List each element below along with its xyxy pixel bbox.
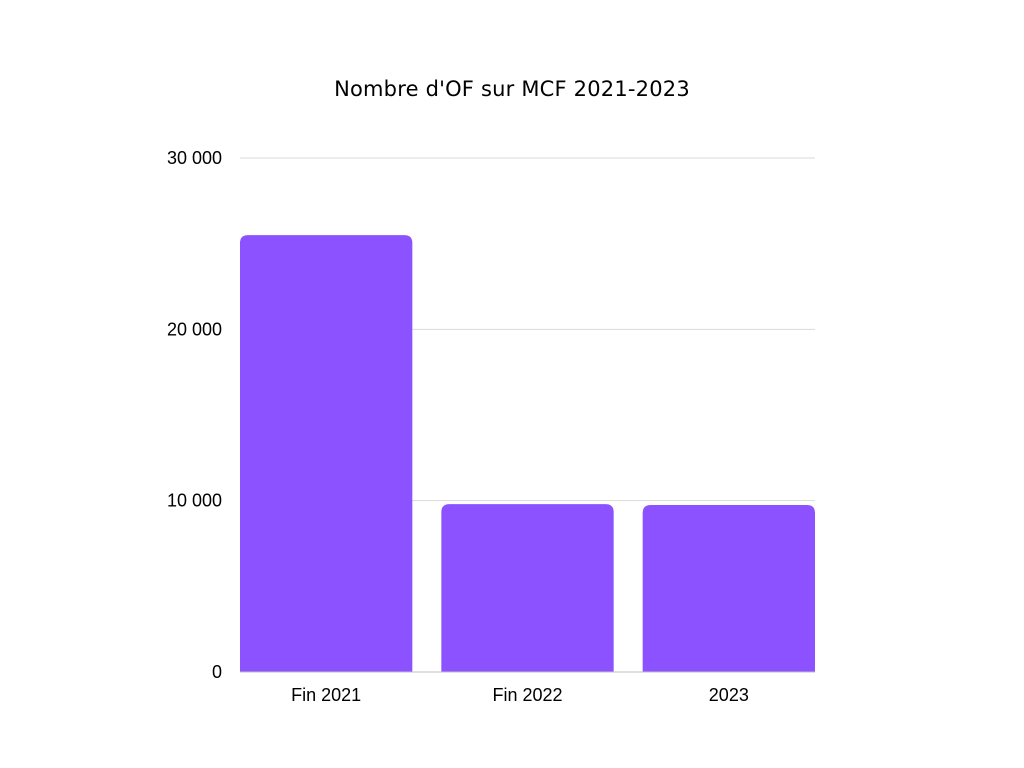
y-tick-label: 10 000 (167, 491, 222, 511)
bar (441, 504, 614, 672)
bar (642, 504, 815, 672)
x-tick-label: 2023 (709, 685, 749, 705)
x-tick-label: Fin 2021 (291, 685, 361, 705)
bar (240, 235, 413, 672)
axes: 0 10 000 20 000 30 000 Fin 2021 Fin 2022 2023 (167, 148, 815, 705)
chart-title: Nombre d'OF sur MCF 2021-2023 (334, 77, 690, 101)
bars (240, 235, 815, 672)
y-tick-label: 20 000 (167, 319, 222, 339)
y-tick-label: 0 (212, 662, 222, 682)
y-tick-label: 30 000 (167, 148, 222, 168)
x-tick-label: Fin 2022 (492, 685, 562, 705)
